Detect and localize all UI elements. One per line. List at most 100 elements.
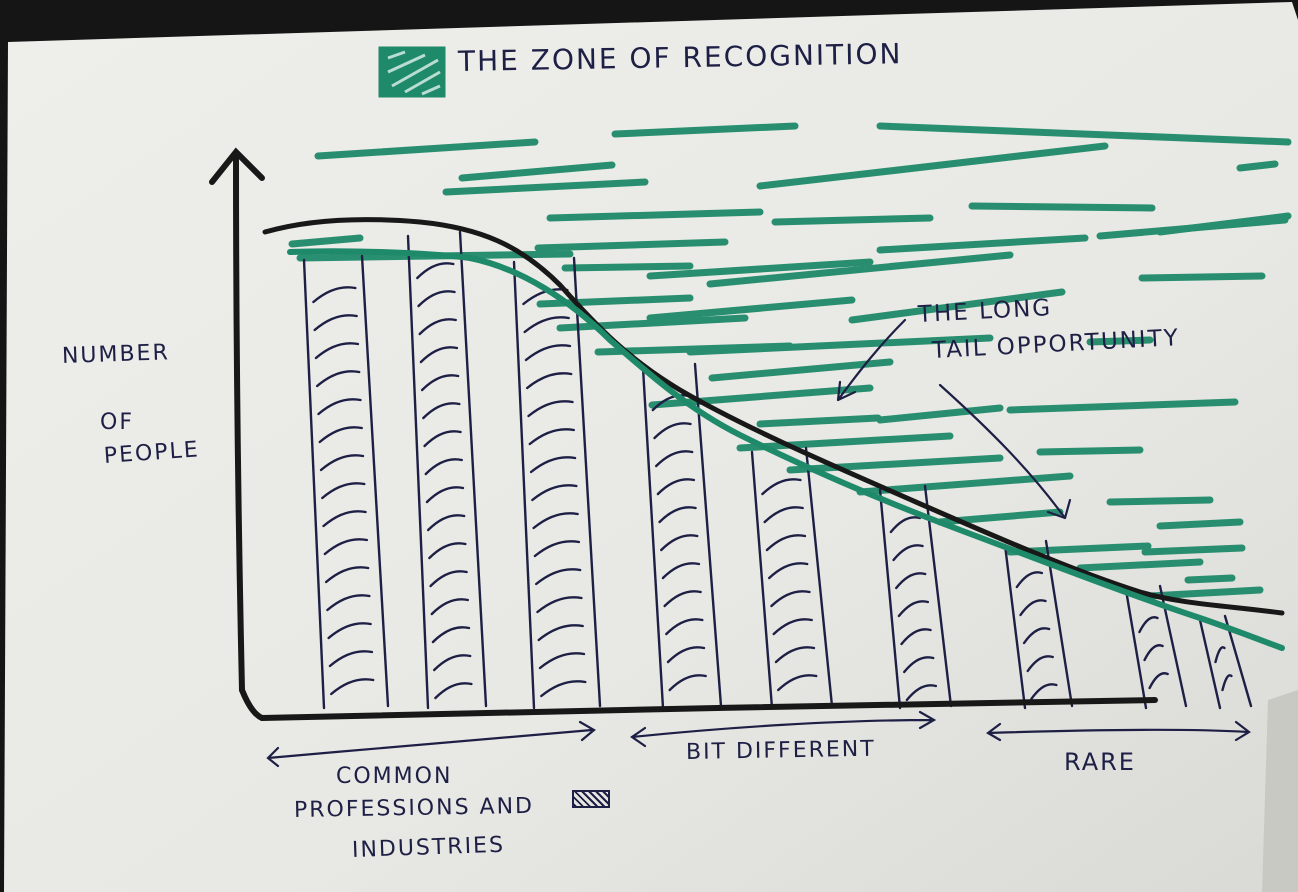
diagram-title: THE ZONE OF RECOGNITION — [457, 37, 903, 78]
bar-stroke — [313, 314, 358, 332]
highlighter-stroke — [1076, 558, 1204, 572]
bar-stroke — [878, 488, 902, 710]
bar-stroke — [321, 482, 366, 500]
bar-stroke — [1214, 646, 1226, 664]
highlighter-stroke — [556, 314, 749, 332]
bar-stroke — [538, 652, 586, 670]
y-axis-label-line-1: NUMBER — [61, 340, 171, 369]
bar-stroke — [1148, 672, 1169, 690]
highlighter-stroke — [1184, 574, 1236, 584]
highlighter-stroke — [848, 288, 1066, 324]
bar-stroke — [315, 370, 361, 388]
bar-stroke — [641, 366, 665, 710]
highlighter-stroke — [1096, 216, 1289, 240]
common-range-arrow — [266, 720, 596, 768]
bar-stroke — [765, 534, 807, 552]
bar-stroke — [572, 256, 602, 708]
bar-stroke — [430, 598, 469, 616]
bit-different-range-arrow — [630, 710, 937, 748]
bar-stroke — [1143, 644, 1164, 662]
bar-stroke — [458, 230, 488, 708]
bar-stroke — [889, 516, 922, 534]
bar-stroke — [892, 544, 924, 562]
bar-stroke — [750, 450, 774, 710]
highlighter-stroke — [458, 161, 616, 182]
bar-stroke — [653, 422, 692, 440]
distribution-bar — [750, 446, 834, 710]
bar-stroke — [528, 428, 575, 446]
bar-stroke — [1003, 543, 1027, 710]
highlighter-stroke — [561, 262, 694, 272]
highlighter-stroke — [786, 454, 1004, 474]
highlighter-stroke — [1138, 272, 1266, 282]
highlighter-stroke — [756, 142, 1109, 190]
highlighter-stroke — [314, 138, 539, 160]
bar-stroke — [434, 682, 473, 700]
highlighter-stroke — [736, 432, 954, 452]
legend-swatch — [378, 46, 446, 98]
bar-stroke — [416, 262, 455, 280]
segment-range-arrows — [266, 710, 1251, 768]
highlighter-stroke — [876, 404, 1004, 424]
bar-stroke — [317, 398, 362, 416]
bar-stroke — [426, 514, 466, 532]
distribution-bar — [878, 484, 953, 710]
highlighter-stroke — [771, 214, 934, 226]
annotation-arrow-left — [836, 318, 907, 402]
highlighter-stroke — [968, 202, 1156, 212]
bar-stroke — [425, 486, 465, 504]
segment-common-label-line-3: INDUSTRIES — [351, 832, 506, 863]
axis-corner — [239, 687, 265, 721]
bar-stroke — [1221, 674, 1233, 692]
bar-stroke — [770, 590, 811, 608]
bar-stroke — [419, 346, 459, 364]
highlighter-stroke — [1036, 446, 1144, 456]
bar-stroke — [656, 478, 696, 496]
bar-stroke — [1124, 588, 1148, 710]
bar-stroke — [666, 646, 706, 664]
bar-stroke — [302, 258, 326, 710]
bar-stroke — [429, 570, 468, 588]
bar-stroke — [660, 534, 699, 552]
bar-stroke — [322, 510, 367, 528]
distribution-bar — [302, 254, 390, 710]
highlighter-stroke — [708, 358, 894, 382]
bar-stroke — [774, 646, 816, 664]
bar-stroke — [804, 446, 834, 708]
bar-stroke — [761, 478, 802, 496]
highlighter-stroke — [611, 122, 799, 138]
highlighter-stroke — [876, 122, 1292, 146]
bar-stroke — [1198, 618, 1222, 710]
segment-common-label-line-2: PROFESSIONS AND — [293, 793, 535, 823]
bar-stroke — [536, 596, 583, 614]
recognition-zone-strokes — [288, 122, 1292, 600]
highlighter-stroke — [1006, 398, 1239, 414]
bar-stroke — [327, 622, 372, 640]
bar-stroke — [323, 538, 369, 556]
bar-stroke — [894, 572, 927, 590]
bar-stroke — [324, 566, 370, 584]
bar-stroke — [328, 650, 374, 668]
bar-stroke — [777, 674, 818, 692]
long-tail-curve — [262, 217, 1285, 616]
chart-axes — [209, 147, 1158, 721]
bar-stroke — [527, 400, 574, 418]
paper-edge-shadow — [1262, 690, 1298, 892]
bar-stroke — [318, 426, 363, 444]
highlighter-stroke — [646, 296, 856, 322]
scribble-icon — [572, 790, 610, 808]
highlighter-stroke — [1156, 518, 1244, 530]
x-axis — [259, 697, 1158, 721]
bar-stroke — [661, 562, 701, 580]
highlighter-stroke — [1146, 586, 1264, 600]
bar-stroke — [900, 628, 932, 646]
bar-stroke — [420, 374, 460, 392]
bar-stroke — [360, 254, 390, 708]
bar-stroke — [654, 450, 694, 468]
bar-stroke — [1019, 599, 1047, 617]
bar-stroke — [534, 568, 582, 586]
bar-stroke — [431, 626, 471, 644]
distribution-bar — [512, 256, 602, 710]
